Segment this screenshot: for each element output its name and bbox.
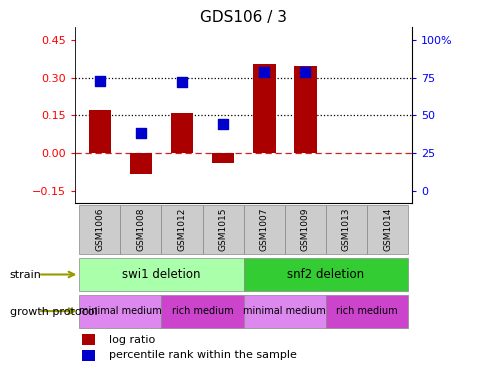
Point: [96, 78, 104, 83]
Text: strain: strain: [10, 270, 42, 280]
Bar: [293, 66, 316, 153]
Point: [301, 69, 309, 75]
Text: log ratio: log ratio: [108, 335, 155, 345]
Bar: [89, 110, 111, 153]
Bar: [120, 205, 161, 254]
Text: rich medium: rich medium: [171, 306, 233, 316]
Bar: [79, 258, 243, 291]
Text: rich medium: rich medium: [335, 306, 397, 316]
Bar: [284, 205, 325, 254]
Bar: [82, 335, 95, 345]
Bar: [170, 113, 193, 153]
Text: minimal medium: minimal medium: [243, 306, 326, 316]
Bar: [325, 205, 366, 254]
Point: [219, 122, 227, 127]
Text: minimal medium: minimal medium: [79, 306, 162, 316]
Text: GSM1006: GSM1006: [95, 208, 104, 251]
Bar: [161, 205, 202, 254]
Bar: [79, 205, 120, 254]
Bar: [129, 153, 152, 174]
Text: GSM1008: GSM1008: [136, 208, 145, 251]
Bar: [82, 350, 95, 361]
Bar: [366, 205, 408, 254]
Bar: [243, 295, 325, 328]
Text: GSM1007: GSM1007: [259, 208, 268, 251]
Bar: [202, 205, 243, 254]
Text: growth protocol: growth protocol: [10, 307, 97, 317]
Bar: [253, 64, 275, 153]
Text: GSM1015: GSM1015: [218, 208, 227, 251]
Text: swi1 deletion: swi1 deletion: [122, 268, 200, 281]
Point: [260, 69, 268, 75]
Bar: [212, 153, 234, 163]
Title: GDS106 / 3: GDS106 / 3: [200, 10, 287, 25]
Text: GSM1012: GSM1012: [177, 208, 186, 251]
Text: GSM1013: GSM1013: [341, 208, 350, 251]
Bar: [243, 258, 408, 291]
Point: [178, 79, 185, 85]
Text: snf2 deletion: snf2 deletion: [287, 268, 364, 281]
Point: [137, 130, 145, 136]
Text: GSM1009: GSM1009: [300, 208, 309, 251]
Bar: [325, 295, 408, 328]
Bar: [161, 295, 243, 328]
Bar: [79, 295, 161, 328]
Text: percentile rank within the sample: percentile rank within the sample: [108, 351, 296, 361]
Bar: [243, 205, 284, 254]
Text: GSM1014: GSM1014: [382, 208, 391, 251]
